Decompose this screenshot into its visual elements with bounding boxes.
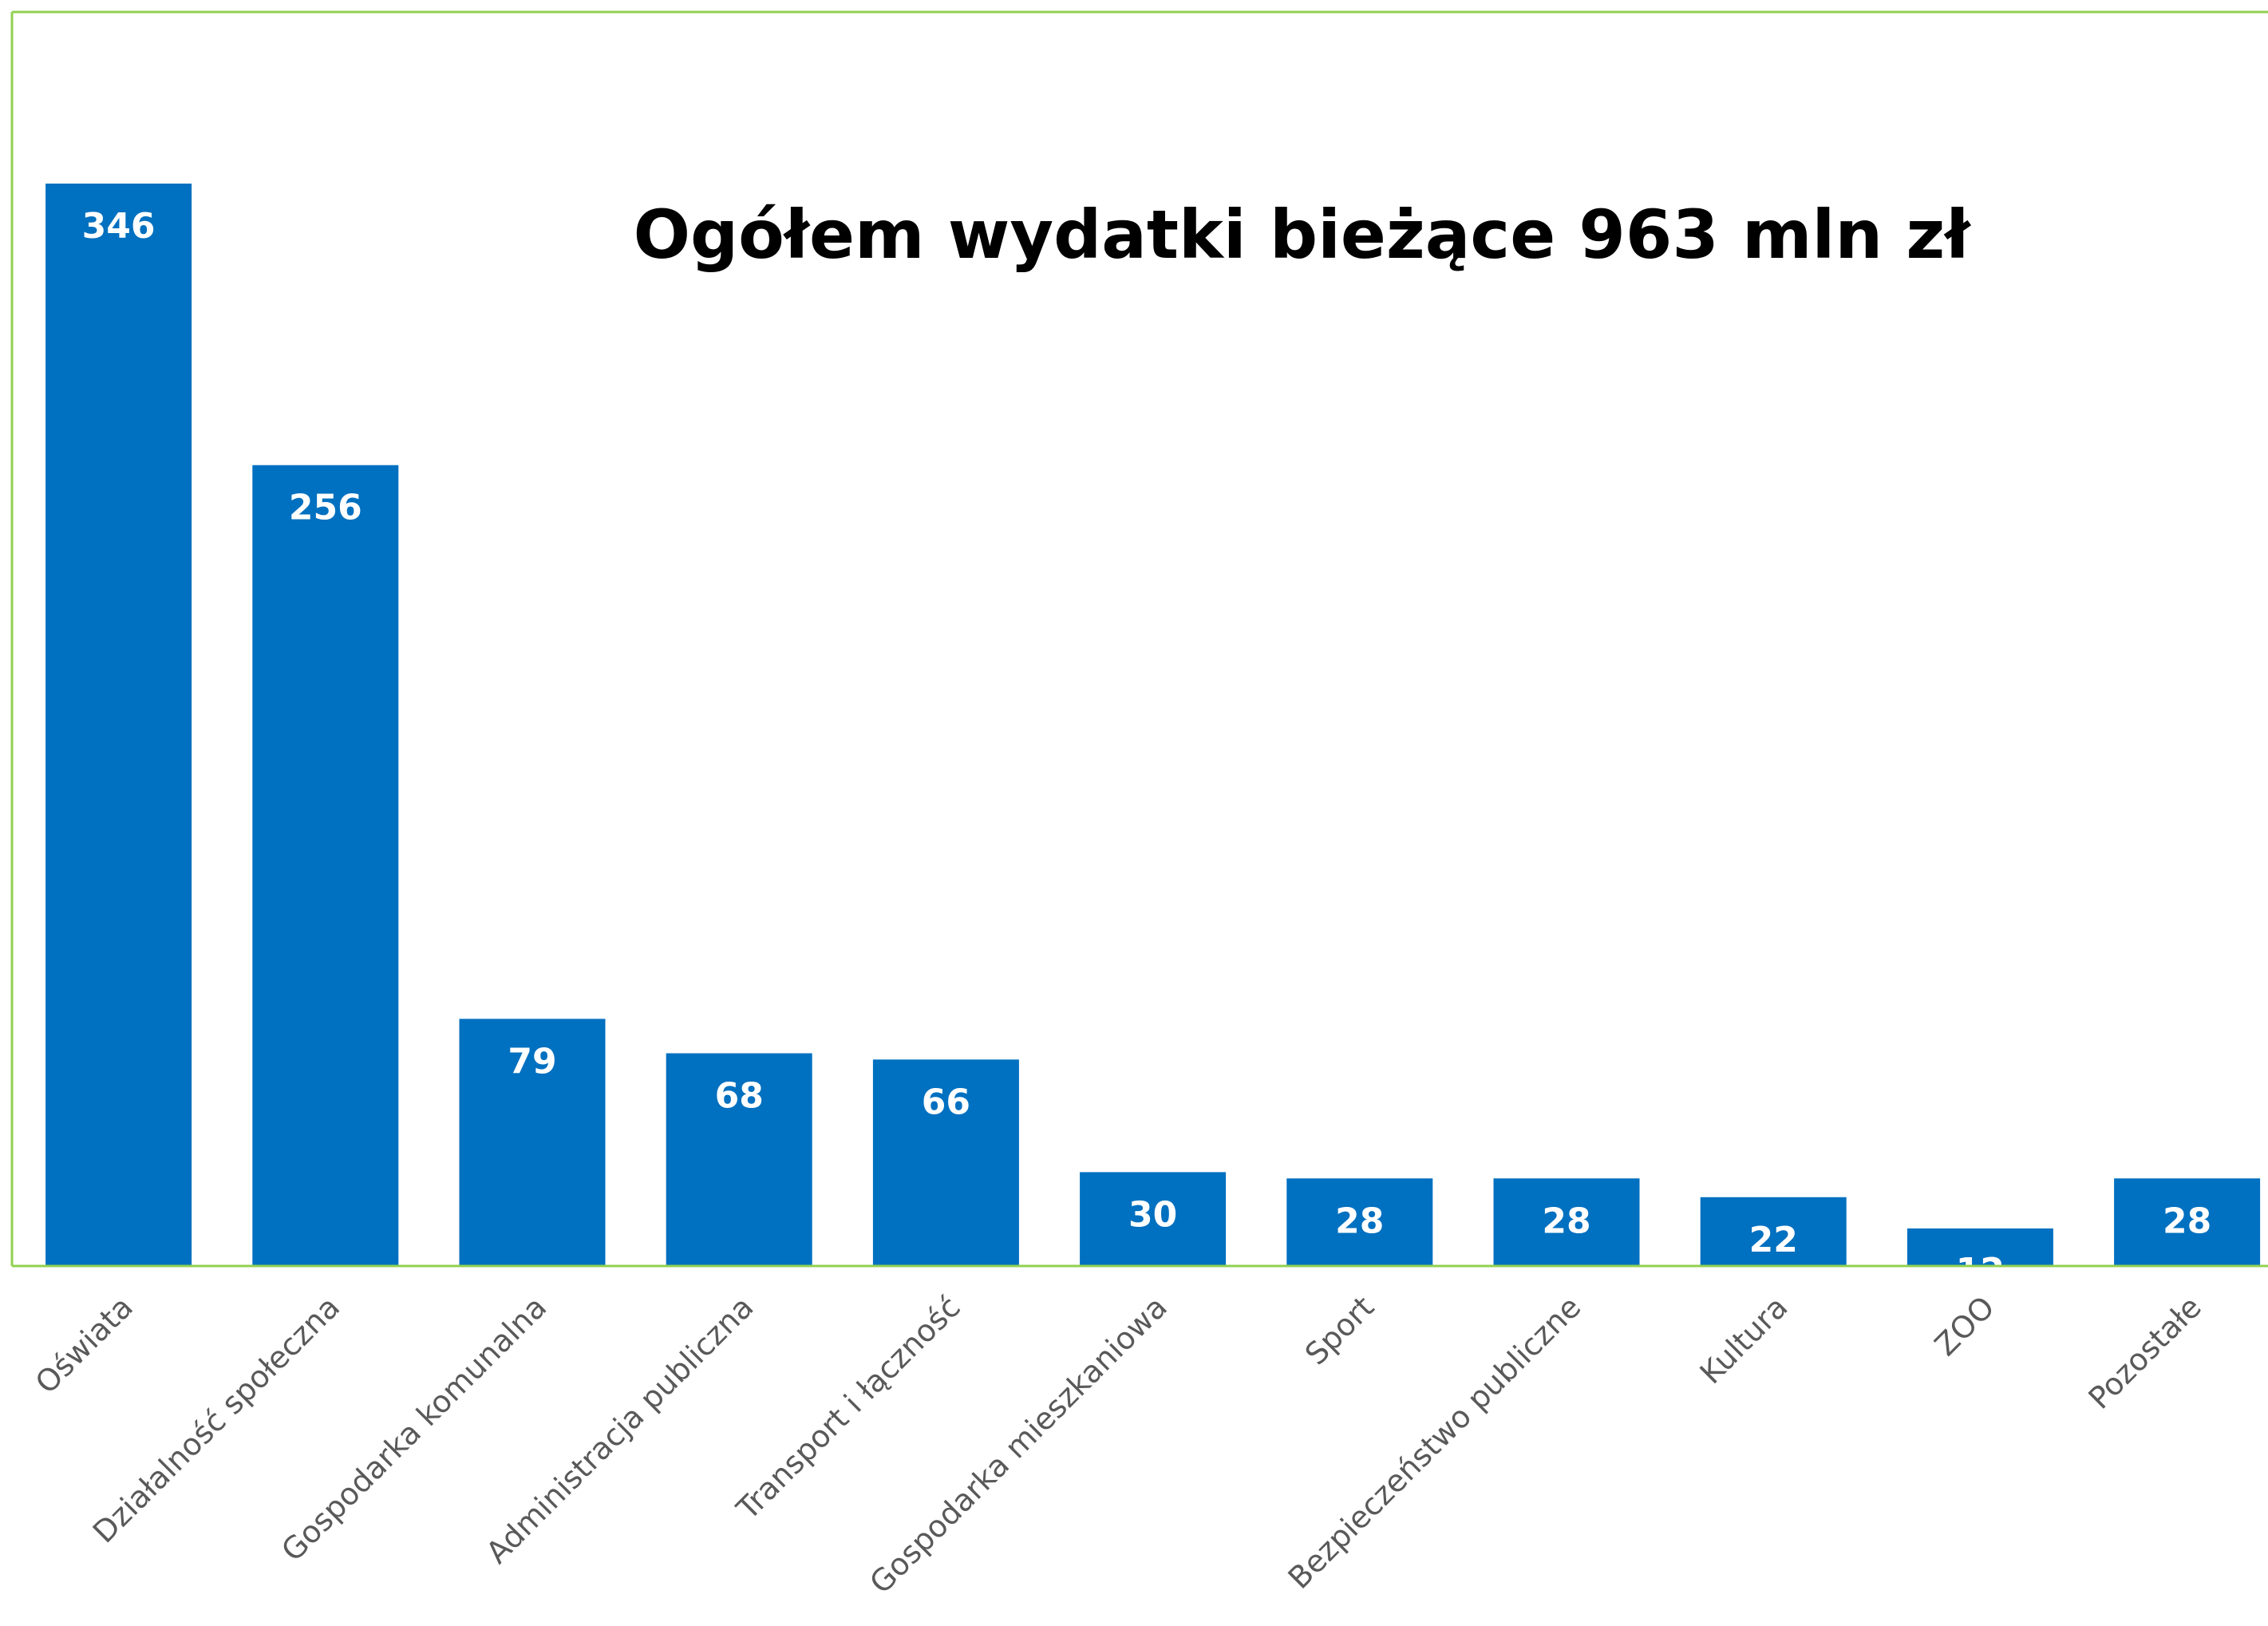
x-tick-label: ZOO [1928,1289,2001,1363]
data-label: 28 [1542,1201,1590,1241]
data-label: 28 [2163,1201,2211,1241]
bar [872,1059,1019,1266]
bar [459,1019,606,1266]
x-tick-label: Sport [1298,1289,1381,1371]
chart-title: Ogółem wydatki bieżące 963 mln zł [634,196,1972,274]
data-label: 256 [289,488,362,528]
data-label: 66 [922,1082,970,1122]
bar [1286,1178,1433,1266]
data-label: 22 [1749,1220,1798,1260]
data-label: 28 [1335,1201,1384,1241]
x-tick-label: Transport i łączność [729,1289,967,1527]
bar [1906,1228,2053,1266]
data-label: 12 [1956,1251,2005,1292]
bar [1700,1197,1847,1266]
bar [45,184,192,1266]
bar [252,465,399,1266]
x-tick-label: Pozostałe [2081,1289,2208,1416]
bar [666,1053,812,1266]
bar [2114,1178,2261,1266]
x-tick-label: Kultura [1693,1289,1795,1391]
data-label: 346 [82,206,156,247]
bar [1080,1172,1227,1266]
bar [1493,1178,1640,1266]
data-label: 68 [715,1076,764,1117]
x-tick-label: Oświata [29,1289,140,1400]
data-label: 79 [508,1041,556,1082]
data-label: 30 [1128,1194,1177,1235]
